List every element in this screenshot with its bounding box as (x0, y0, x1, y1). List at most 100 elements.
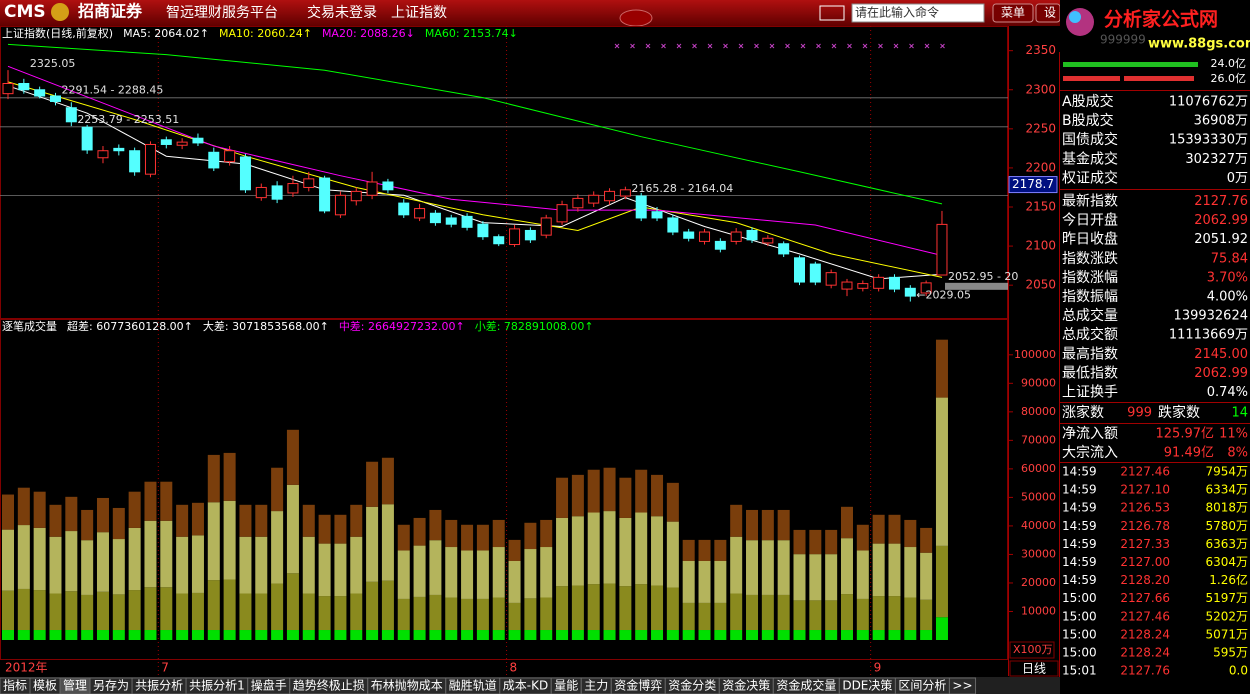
tab[interactable]: DDE决策 (838, 677, 896, 694)
tab-label[interactable]: 共振分析1 (189, 679, 245, 693)
tab-label[interactable]: 共振分析 (135, 679, 183, 693)
volume-segment (935, 545, 948, 618)
volume-segment (793, 600, 806, 631)
volume-segment (160, 520, 173, 588)
tab[interactable]: >> (948, 677, 977, 694)
tab[interactable]: 资金分类 (664, 677, 720, 694)
signal-marker (676, 43, 682, 49)
tab-label[interactable]: 模板 (33, 679, 57, 693)
signal-marker (614, 43, 620, 49)
candle-body (493, 236, 505, 245)
menu-item[interactable]: 交易未登录 (307, 4, 377, 21)
volume-segment (366, 461, 379, 507)
unit-box (1009, 641, 1055, 659)
tab[interactable]: 布林抛物成本 (367, 677, 447, 694)
tab[interactable]: 管理 (59, 677, 91, 694)
tab[interactable]: 主力 (580, 677, 612, 694)
tab[interactable]: 趋势终极止损 (289, 677, 369, 694)
volume-segment (872, 596, 885, 631)
flow-label: 24.0亿 (1211, 57, 1247, 70)
settings-button-label[interactable]: 设 (1044, 6, 1056, 20)
tab-label[interactable]: 操盘手 (251, 678, 287, 693)
volume-segment (904, 630, 917, 640)
volume-segment (587, 584, 600, 631)
center-button[interactable] (619, 9, 653, 27)
volume-segment (302, 630, 315, 640)
tab[interactable]: 成本-KD (499, 677, 552, 694)
tab[interactable]: 模板 (29, 677, 61, 694)
signal-marker (878, 43, 883, 49)
tick-volume: 7954万 (1205, 465, 1248, 479)
candle-body (857, 283, 869, 289)
tab-label[interactable]: 指标 (3, 678, 27, 693)
flow-row-value: 125.97亿 (1156, 427, 1215, 442)
menu-item[interactable]: 智远理财服务平台 (166, 5, 278, 21)
quote-value: 11113669万 (1169, 328, 1248, 343)
tab-label[interactable]: >> (952, 679, 972, 693)
volume-segment (761, 540, 774, 595)
tab-label[interactable]: 管理 (63, 678, 87, 693)
tab[interactable]: 指标 (0, 677, 31, 694)
volume-segment (65, 630, 78, 640)
tab-label[interactable]: 资金决策 (722, 678, 770, 693)
y-tick-label: 2150 (1025, 200, 1056, 214)
tab-label[interactable]: 融胜轨道 (449, 678, 497, 693)
candle-body (619, 189, 631, 197)
quote-value: 75.84 (1211, 251, 1248, 266)
menu-item[interactable]: 上证指数 (391, 5, 447, 21)
volume-segment (96, 532, 109, 592)
menu-button[interactable] (992, 3, 1034, 23)
tab[interactable]: 操盘手 (247, 677, 291, 694)
tab[interactable]: 共振分析 (131, 677, 187, 694)
volume-segment (33, 527, 46, 591)
quote-value: 11076762万 (1169, 95, 1248, 110)
tab-label[interactable]: 区间分析 (898, 679, 946, 693)
tab[interactable]: 区间分析 (894, 677, 950, 694)
tab-label[interactable]: 资金成交量 (776, 678, 836, 693)
quote-label: 昨日收盘 (1062, 231, 1118, 248)
y-tick-label: 10000 (1021, 604, 1056, 617)
volume-segment (540, 547, 553, 598)
keyboard-icon[interactable] (819, 5, 845, 21)
tab-label[interactable]: 布林抛物成本 (371, 678, 443, 693)
tab-label[interactable]: 成本-KD (503, 679, 548, 693)
candle-body (429, 212, 441, 224)
volume-segment (176, 593, 189, 631)
tab[interactable]: 资金决策 (718, 677, 774, 694)
tab-background[interactable] (948, 677, 977, 694)
tab-label[interactable]: 资金分类 (668, 678, 716, 693)
volume-segment (904, 597, 917, 631)
volume-segment (809, 600, 822, 631)
search-placeholder[interactable]: 请在此输入命令 (855, 5, 939, 20)
menu-button-label[interactable]: 菜单 (1001, 6, 1025, 20)
tab[interactable]: 量能 (550, 677, 582, 694)
tab-label[interactable]: 主力 (584, 679, 608, 693)
quote-label: 指数振幅 (1062, 289, 1118, 305)
tab-label[interactable]: DDE决策 (842, 679, 892, 693)
tab[interactable]: 共振分析1 (185, 677, 249, 694)
candle-body (904, 287, 916, 297)
search-box[interactable] (851, 3, 985, 23)
tab[interactable]: 另存为 (89, 677, 133, 694)
tab-label[interactable]: 量能 (554, 679, 578, 693)
tab[interactable]: 资金成交量 (772, 677, 840, 694)
candle-body (841, 281, 853, 290)
x-tick-label: 9 (874, 661, 882, 675)
y-tick-label: 2350 (1025, 43, 1056, 57)
quote-label: 国债成交 (1062, 131, 1118, 148)
candle-body (809, 263, 821, 283)
tab[interactable]: 资金博弈 (610, 677, 666, 694)
candle-body (382, 181, 394, 191)
tab-label[interactable]: 资金博弈 (614, 678, 662, 693)
tab-label[interactable]: 趋势终极止损 (293, 678, 365, 693)
volume-segment (381, 630, 394, 640)
tab[interactable]: 融胜轨道 (445, 677, 501, 694)
broker: 招商证券 (78, 2, 143, 21)
volume-segment (96, 591, 109, 631)
tab-label[interactable]: 另存为 (93, 679, 129, 693)
volume-segment (587, 630, 600, 640)
candle-body (778, 243, 790, 255)
header-label: 上证指数(日线,前复权) (2, 26, 113, 40)
volume-segment (714, 539, 727, 561)
volume-segment (381, 580, 394, 631)
